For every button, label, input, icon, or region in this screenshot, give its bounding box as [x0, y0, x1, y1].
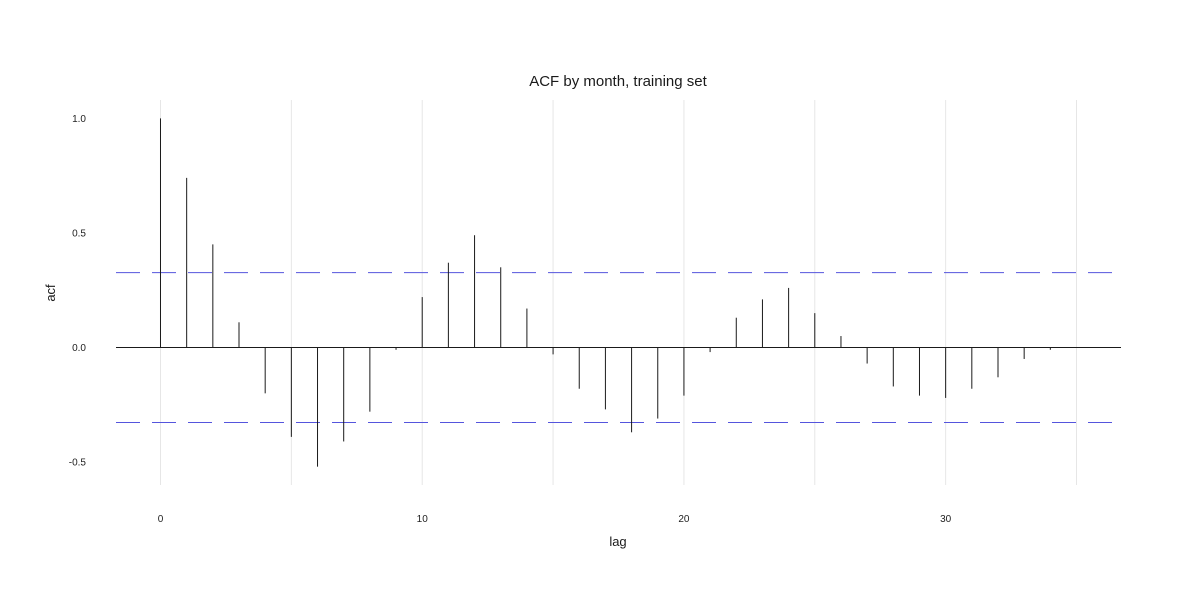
y-tick-label: 0.0 — [72, 343, 86, 354]
x-axis-title: lag — [609, 534, 626, 549]
confidence-bounds — [116, 272, 1121, 423]
x-axis-ticks: 0 10 20 30 — [158, 514, 952, 525]
grid-layer — [159, 100, 1078, 485]
acf-stems — [159, 118, 1051, 467]
y-axis-title: acf — [43, 284, 58, 302]
x-tick-label: 20 — [678, 514, 690, 525]
y-tick-label: 0.5 — [72, 228, 86, 239]
y-tick-label: -0.5 — [69, 458, 87, 469]
x-tick-label: 10 — [417, 514, 429, 525]
chart-title: ACF by month, training set — [529, 73, 707, 90]
x-tick-label: 30 — [940, 514, 952, 525]
y-tick-label: 1.0 — [72, 114, 86, 125]
y-axis-ticks: -0.5 0.0 0.5 1.0 — [69, 114, 87, 469]
x-tick-label: 0 — [158, 514, 164, 525]
